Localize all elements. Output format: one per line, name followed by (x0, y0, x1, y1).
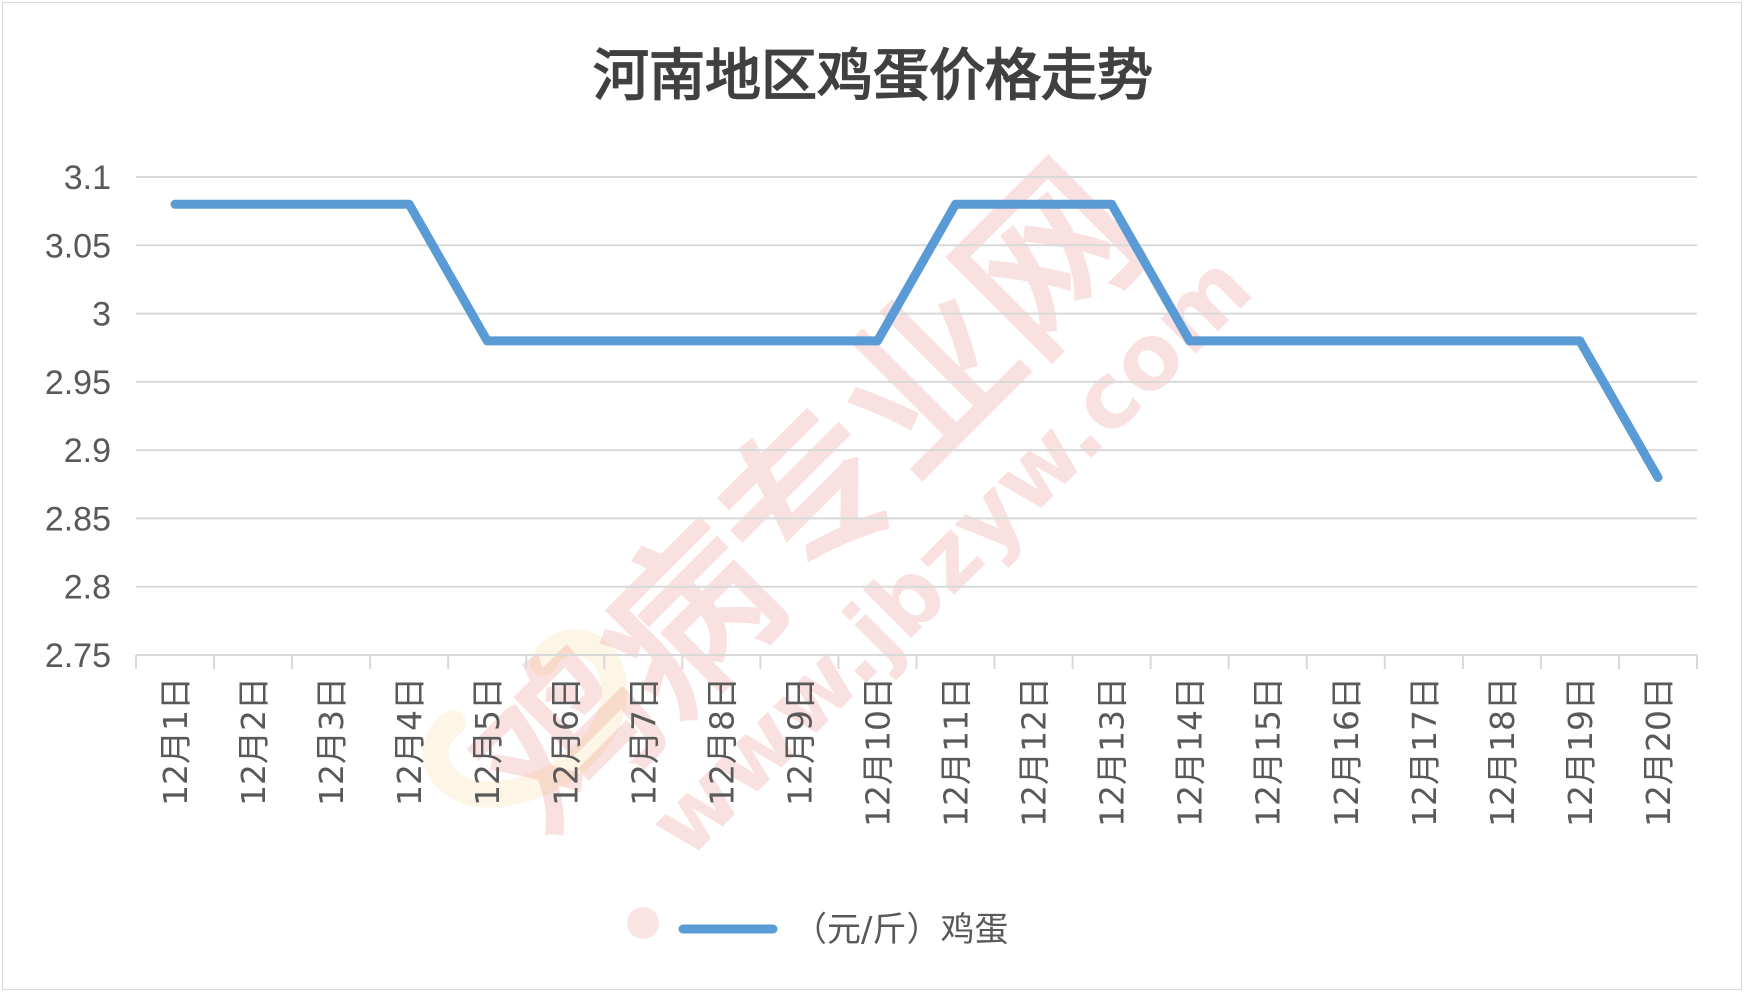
data-point (1657, 476, 1659, 478)
x-tick-label: 12月12日 (1015, 677, 1054, 827)
x-tick-label: 12月4日 (390, 677, 429, 806)
y-tick-label: 2.8 (64, 569, 111, 607)
gridlines (136, 176, 1697, 588)
data-point (798, 340, 800, 342)
y-axis-labels: 3.1 3.05 3 2.95 2.9 2.85 2.8 2.75 (45, 159, 111, 675)
x-tick-label: 12月20日 (1639, 677, 1678, 827)
data-point (720, 340, 722, 342)
x-tick-label: 12月7日 (624, 677, 663, 806)
x-tick-label: 12月5日 (468, 677, 507, 806)
x-tick-label: 12月10日 (858, 677, 897, 827)
x-tick-label: 12月9日 (780, 677, 819, 806)
x-tick-label: 12月8日 (702, 677, 741, 806)
x-tick-label: 12月11日 (937, 677, 976, 827)
x-tick-label: 12月2日 (234, 677, 273, 806)
x-tick-label: 12月3日 (312, 677, 351, 806)
x-tick-label: 12月6日 (546, 677, 585, 806)
data-point (1579, 340, 1581, 342)
y-tick-label: 2.75 (45, 637, 111, 675)
data-point (1189, 340, 1191, 342)
data-point (876, 340, 878, 342)
chart-title: 河南地区鸡蛋价格走势 (593, 43, 1153, 109)
x-tick-label: 12月18日 (1483, 677, 1522, 827)
watermark-logo (422, 629, 659, 939)
y-tick-label: 2.9 (64, 432, 111, 470)
x-axis-labels: 12月1日 12月2日 12月3日 12月4日 12月5日 12月6日 12月7日 12月8日… (156, 677, 1678, 827)
data-point (642, 340, 644, 342)
y-tick-label: 3 (92, 296, 111, 334)
legend: （元/斤）鸡蛋 (678, 910, 1008, 950)
x-tick-label: 12月14日 (1171, 677, 1210, 827)
x-axis (135, 654, 1698, 669)
x-tick-label: 12月1日 (156, 677, 195, 806)
data-point (1111, 203, 1113, 205)
y-tick-label: 3.1 (64, 159, 111, 197)
data-point (564, 340, 566, 342)
legend-label: （元/斤）鸡蛋 (793, 910, 1008, 950)
data-point (330, 203, 332, 205)
data-point (955, 203, 957, 205)
y-tick-label: 2.85 (45, 500, 111, 538)
x-tick-label: 12月15日 (1249, 677, 1288, 827)
series-line (170, 199, 1663, 482)
x-tick-label: 12月19日 (1561, 677, 1600, 827)
x-tick-label: 12月17日 (1405, 677, 1444, 827)
data-point (1033, 203, 1035, 205)
data-point (486, 340, 488, 342)
line-chart: 鸡病专业网 www.jbzyw.com 3.1 3.05 3 2.95 2.9 2.85 2… (45, 43, 1698, 950)
x-tick-label: 12月16日 (1327, 677, 1366, 827)
series-layer (170, 199, 1663, 482)
data-point (1345, 340, 1347, 342)
data-point (1423, 340, 1425, 342)
y-tick-label: 2.95 (45, 364, 111, 402)
data-point (252, 203, 254, 205)
watermark: 鸡病专业网 www.jbzyw.com (440, 130, 1272, 877)
y-tick-label: 3.05 (45, 227, 111, 265)
x-tick-label: 12月13日 (1093, 677, 1132, 827)
data-point (1501, 340, 1503, 342)
data-point (408, 203, 410, 205)
data-point (174, 203, 176, 205)
data-point (1267, 340, 1269, 342)
